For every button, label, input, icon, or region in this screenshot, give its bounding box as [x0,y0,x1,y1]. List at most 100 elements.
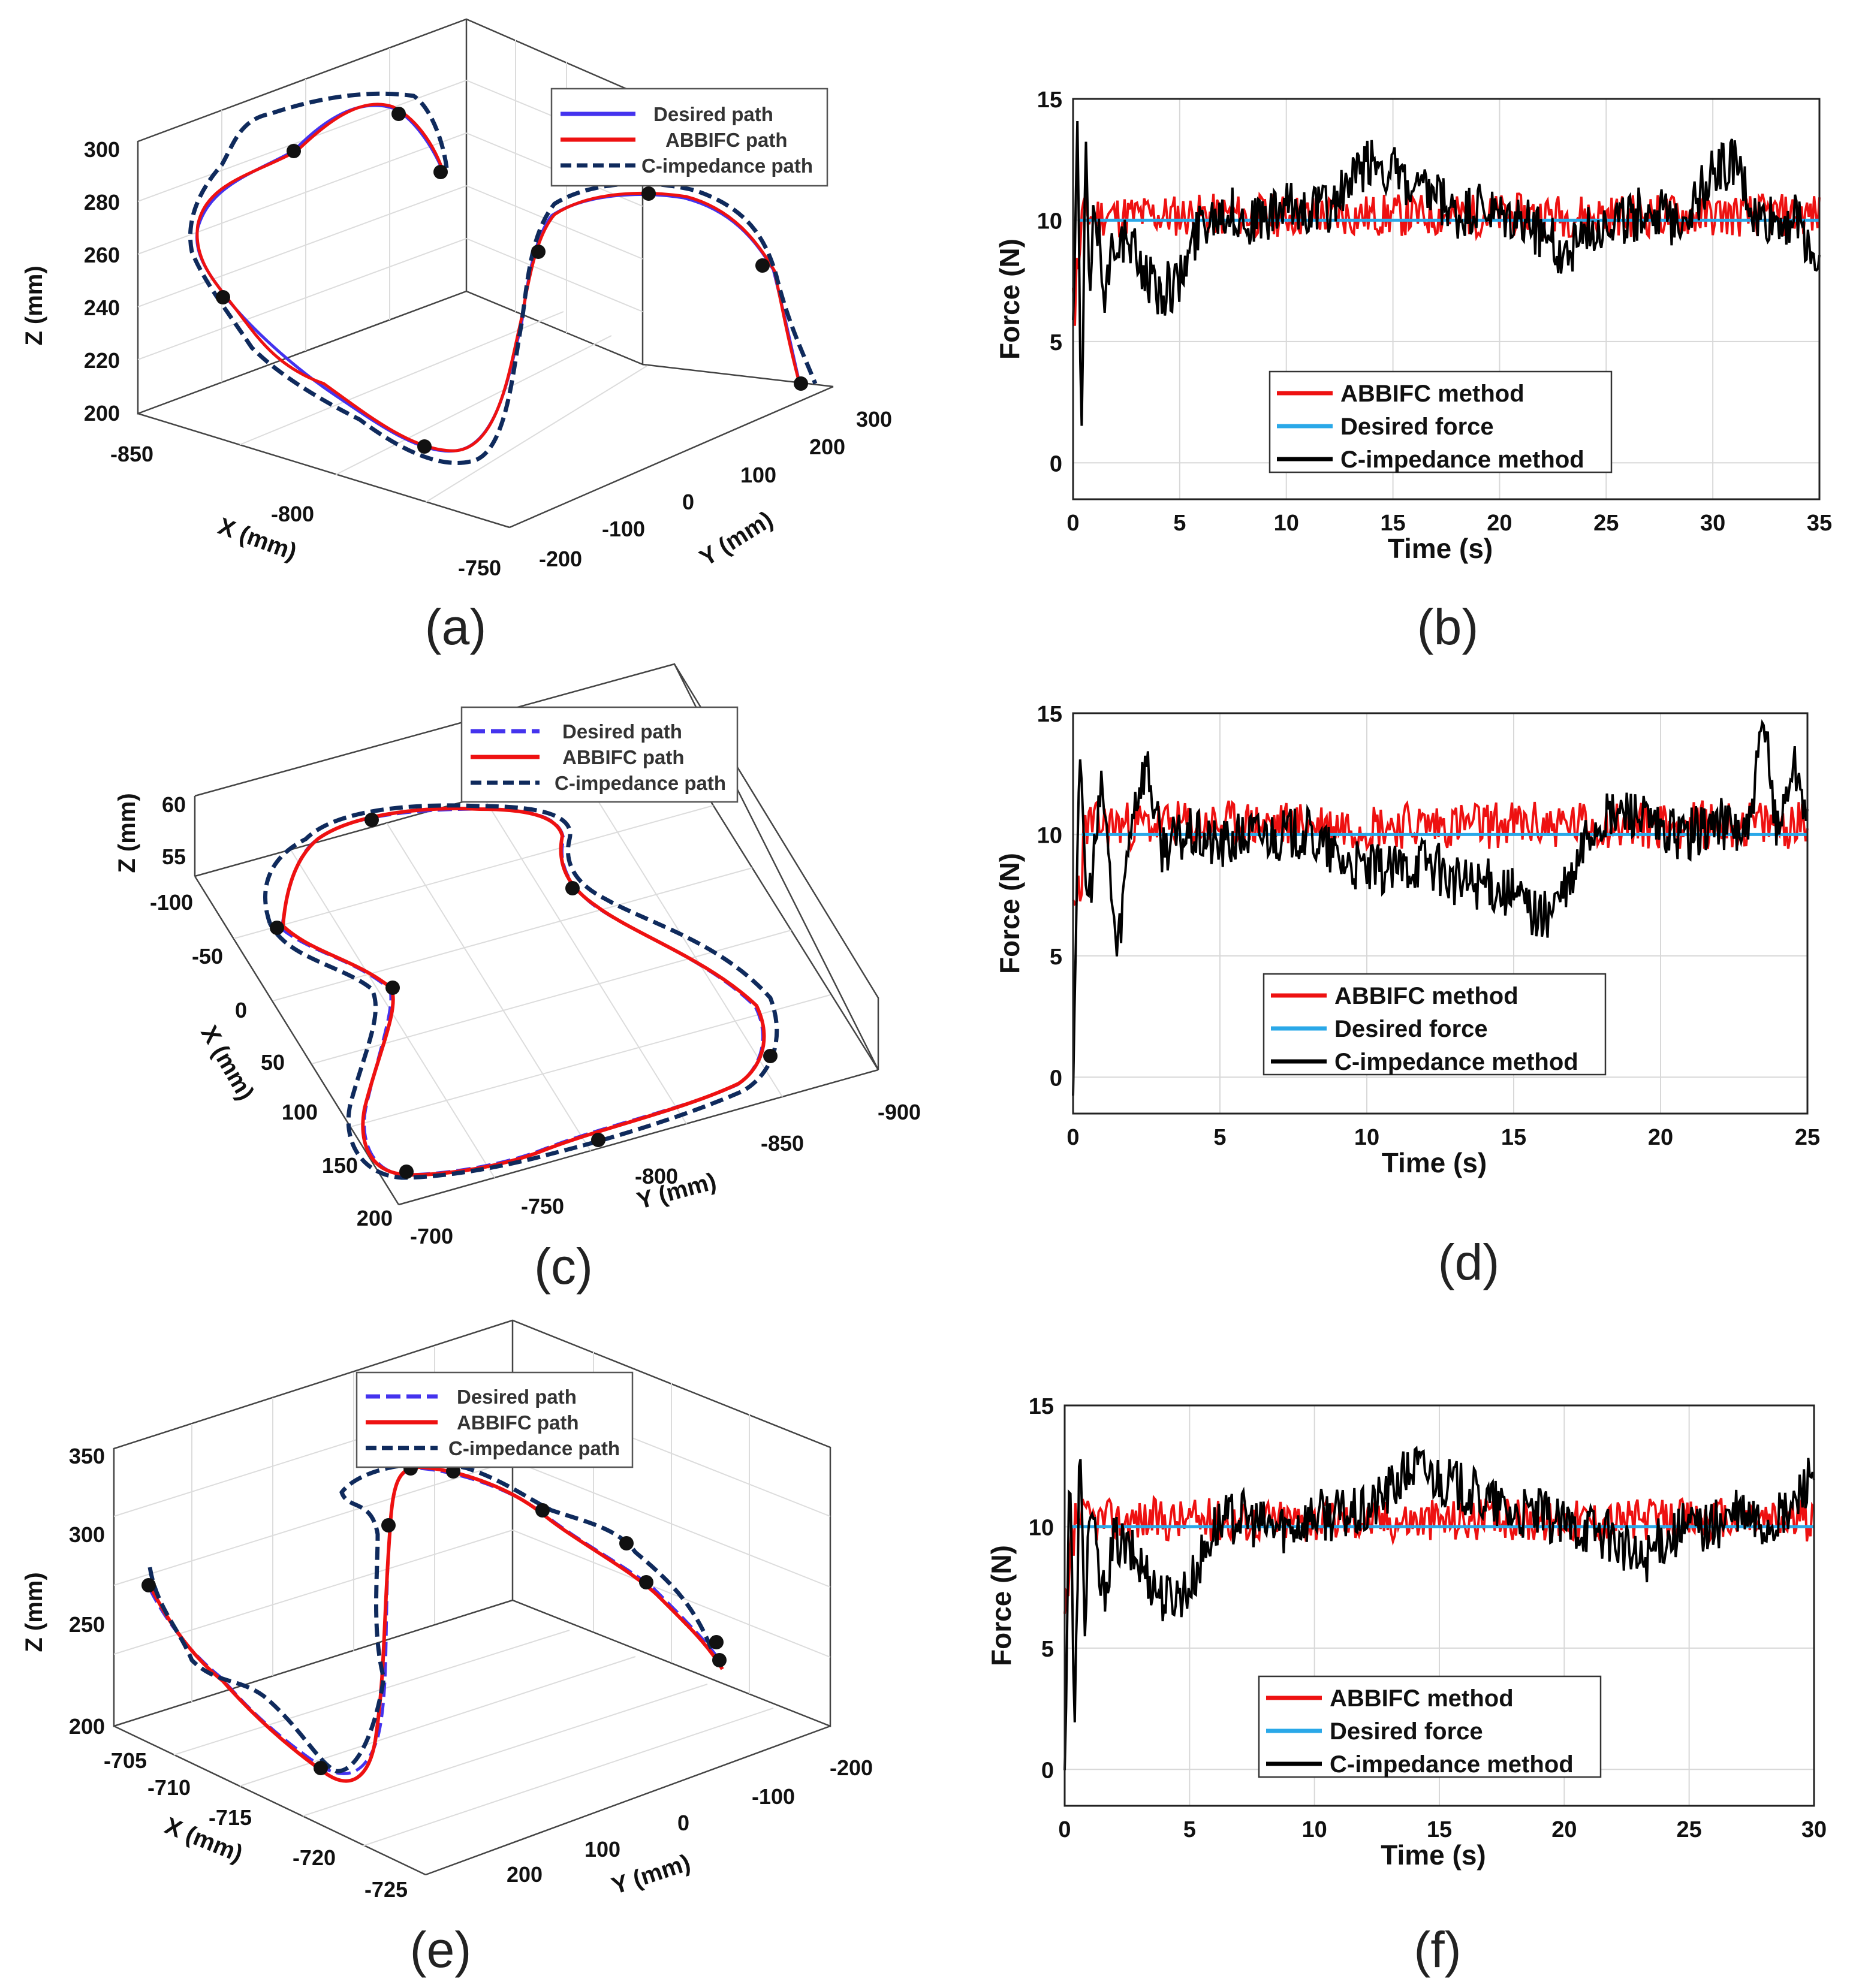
svg-text:-200: -200 [539,547,582,571]
svg-text:100: 100 [584,1837,620,1862]
abbifc-path-e [148,1465,724,1783]
cimp-path-a [188,91,818,465]
legend-e-abbifc: ABBIFC path [457,1411,578,1434]
legend-c: Desired path ABBIFC path C-impedance pat… [460,706,739,803]
chart-d-ytick: 15 [1037,702,1062,727]
legend-a-abbifc: ABBIFC path [665,129,787,151]
svg-text:-50: -50 [192,944,223,969]
chart-b-xtick: 35 [1807,511,1832,536]
waypoints-e [141,1461,727,1775]
xticks-c: -100 -50 0 50 100 150 200 [150,890,393,1230]
svg-text:50: 50 [261,1050,285,1075]
path-plot-e: Desired path ABBIFC path C-impedance pat… [21,1319,873,1978]
chart-d-xtick: 25 [1795,1125,1820,1150]
svg-text:200: 200 [507,1862,543,1887]
svg-text:-750: -750 [521,1194,564,1218]
legend-e-desired: Desired path [457,1386,577,1408]
chart-b-xtick: 10 [1274,511,1299,536]
panel-label-b: (b) [1417,599,1479,655]
zticks-e: 350 300 250 200 [69,1444,105,1739]
legend-e: Desired path ABBIFC path C-impedance pat… [355,1371,634,1468]
chart-f-legend-abbifc: ABBIFC method [1330,1685,1514,1712]
chart-f-xtick: 15 [1427,1817,1452,1842]
svg-text:100: 100 [282,1100,318,1124]
chart-b-legend-abbifc: ABBIFC method [1340,381,1524,407]
chart-d-xtick: 20 [1648,1125,1673,1150]
zlabel-c: Z (mm) [114,793,140,873]
svg-text:-900: -900 [878,1100,921,1124]
chart-f-frame [1063,1404,1815,1807]
svg-text:60: 60 [162,792,186,817]
chart-b-xtick: 15 [1380,511,1405,536]
chart-f-xlabel: Time (s) [1381,1839,1486,1871]
svg-text:-750: -750 [458,556,501,580]
svg-text:300: 300 [84,137,120,162]
legend-c-desired: Desired path [562,720,682,743]
svg-text:-850: -850 [761,1131,804,1156]
chart-b-legend-box [1269,370,1613,473]
chart-d-xtick: 10 [1354,1125,1379,1150]
chart-b-ytick: 5 [1050,330,1062,355]
svg-text:260: 260 [84,243,120,267]
chart-d-ytick: 5 [1050,945,1062,970]
chart-b-xtick: 5 [1173,511,1186,536]
force-chart-d: 0 5 10 15 20 25 0 5 10 15 Time (s) Force (N) ABBIFC … [994,702,1820,1178]
chart-b-xtick: 30 [1700,511,1725,536]
svg-text:-850: -850 [110,442,153,466]
svg-text:280: 280 [84,190,120,215]
legend-c-cimp: C-impedance path [555,772,726,794]
yticks-c: -700 -750 -800 -850 -900 [410,1100,921,1248]
path-plot-c: Desired path ABBIFC path C-impedance pat… [114,663,921,1295]
chart-d-frame [1072,712,1809,1115]
svg-text:0: 0 [235,998,247,1022]
chart-d-series-cimp [1072,719,1809,1096]
svg-text:150: 150 [322,1153,358,1178]
svg-text:-800: -800 [635,1164,678,1188]
yticks-a: -200 -100 0 100 200 300 [539,407,892,571]
svg-text:0: 0 [677,1811,689,1835]
svg-text:300: 300 [856,407,892,432]
chart-b-legend-cimp: C-impedance method [1340,447,1584,473]
cimp-path-e [147,1461,716,1773]
panel-label-c: (c) [534,1238,593,1295]
svg-text:350: 350 [69,1444,105,1468]
chart-b-legend-desired: Desired force [1340,414,1494,440]
legend-a-cimp: C-impedance path [641,155,813,177]
chart-b-series-cimp [1072,120,1821,426]
abbifc-path-c [281,807,766,1177]
chart-d-ytick: 0 [1050,1066,1062,1091]
chart-f-ytick: 10 [1029,1515,1054,1540]
legend-e-cimp: C-impedance path [448,1437,620,1459]
chart-f-ytick: 15 [1029,1394,1054,1419]
svg-text:-700: -700 [410,1224,453,1248]
chart-f-ytick: 0 [1041,1758,1054,1783]
chart-f-xtick: 5 [1183,1817,1196,1842]
legend-a-desired: Desired path [653,103,773,125]
svg-text:-725: -725 [364,1877,408,1902]
waypoints-a [216,107,808,454]
chart-d-ylabel: Force (N) [994,853,1025,974]
svg-text:-710: -710 [147,1775,191,1800]
svg-text:0: 0 [682,490,694,514]
svg-text:-705: -705 [104,1748,147,1773]
chart-d-legend-desired: Desired force [1334,1016,1488,1042]
zticks-c: 60 55 [162,792,186,869]
cimp-path-c [263,803,779,1180]
panel-label-d: (d) [1438,1234,1500,1290]
chart-f-legend-desired: Desired force [1330,1718,1483,1745]
chart-b-ytick: 0 [1050,451,1062,476]
panel-label-f: (f) [1414,1921,1461,1978]
chart-f-ylabel: Force (N) [986,1545,1017,1666]
chart-f-ytick: 5 [1041,1637,1054,1662]
chart-d-xlabel: Time (s) [1382,1147,1487,1178]
chart-d-xtick: 15 [1501,1125,1526,1150]
svg-text:220: 220 [84,348,120,373]
zticks-a: 300 280 260 240 220 200 [84,137,120,426]
chart-d-ytick: 10 [1037,823,1062,848]
grid-a [137,40,648,503]
waypoints-c [270,813,778,1179]
chart-b-xtick: 25 [1593,511,1619,536]
chart-b-xtick: 0 [1066,511,1079,536]
